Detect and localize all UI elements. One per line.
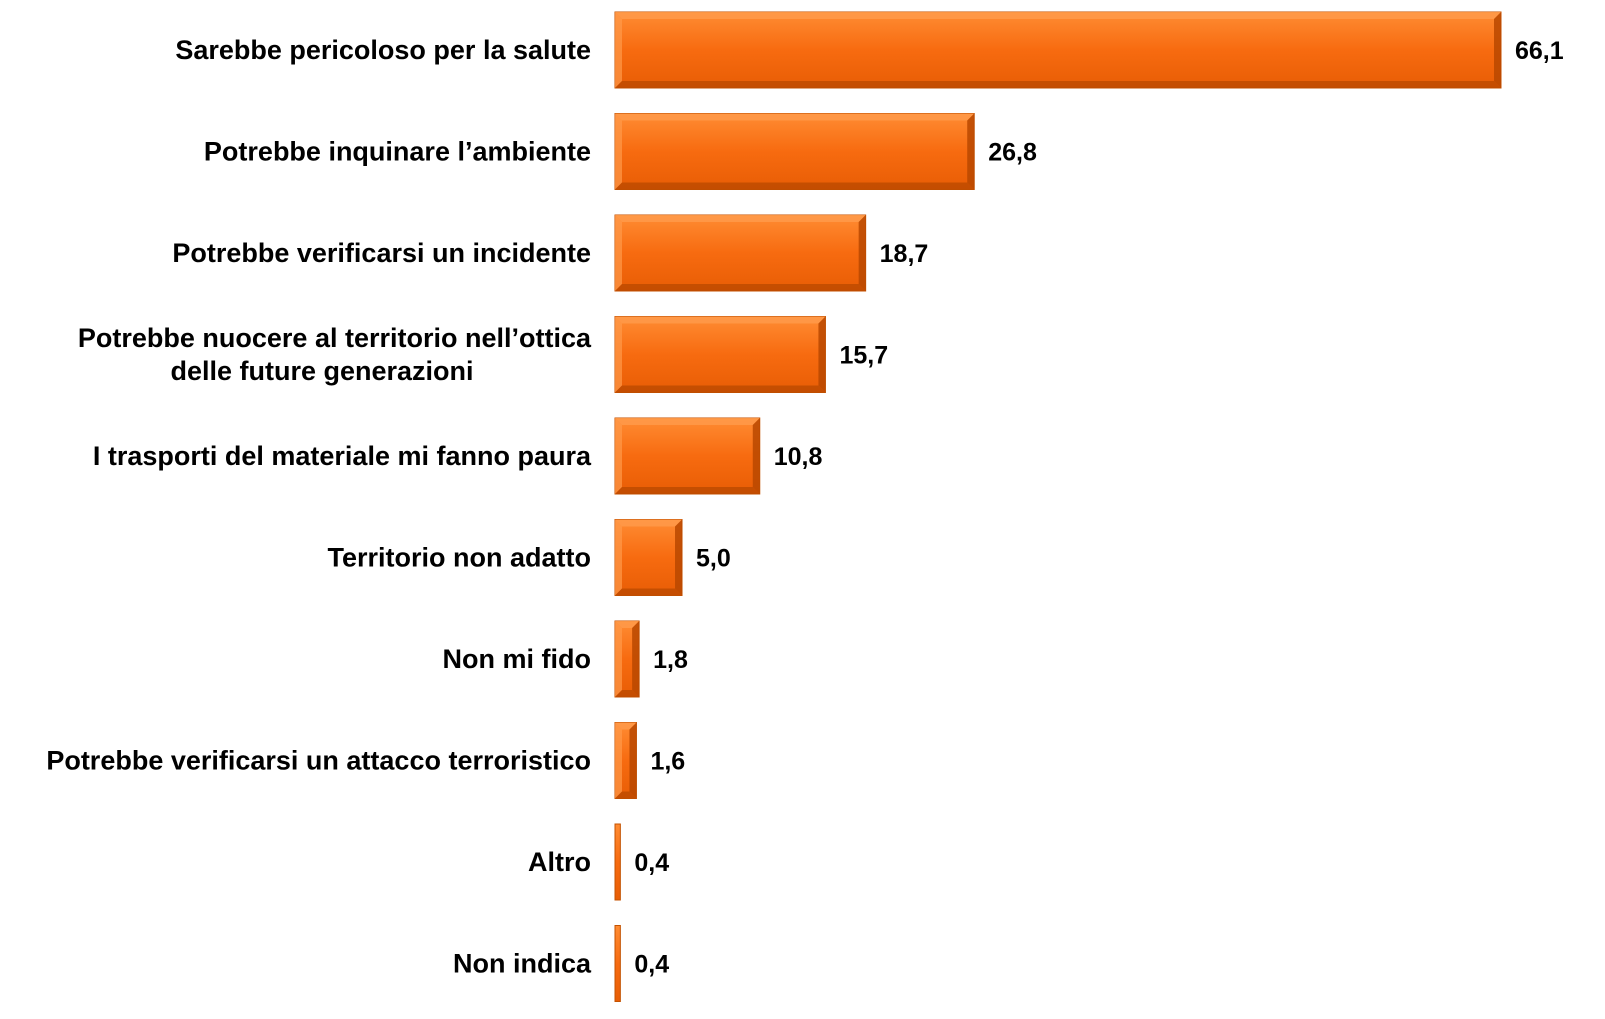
- bar-bevel-right: [1494, 12, 1501, 88]
- bar-bevel-left: [615, 418, 622, 494]
- bar-bevel-left: [615, 621, 622, 697]
- bar-bevel-right: [858, 215, 866, 291]
- bar-bevel-bottom: [615, 487, 760, 494]
- category-label: delle future generazioni: [170, 356, 473, 386]
- bar-bevel-top: [615, 316, 826, 324]
- bar-bevel-left: [615, 519, 622, 596]
- category-label: Potrebbe verificarsi un incidente: [172, 238, 591, 268]
- bar-bevel-left: [615, 215, 622, 291]
- value-labels: 66,1 26,8 18,7 15,7 10,8 5,0 1,8 1,6 0,4 0,4: [634, 37, 1563, 979]
- bar-bevel-right: [818, 316, 826, 393]
- bar: [614, 113, 975, 190]
- bar-bevel-top: [615, 621, 640, 628]
- bar: [614, 417, 761, 495]
- value-label: 0,4: [634, 849, 669, 877]
- category-label: Sarebbe pericoloso per la salute: [175, 35, 591, 65]
- bar-bevel-bottom: [615, 791, 637, 799]
- value-label: 15,7: [839, 342, 888, 370]
- bar-bevel-bottom: [615, 588, 683, 596]
- value-label: 10,8: [774, 443, 823, 471]
- value-label: 1,6: [650, 748, 685, 776]
- category-label: Potrebbe inquinare l’ambiente: [204, 137, 591, 167]
- category-label: Territorio non adatto: [328, 543, 592, 573]
- bar-body: [614, 11, 1502, 89]
- bar: [614, 11, 1502, 89]
- value-label: 5,0: [696, 545, 731, 573]
- bar-bevel-top: [615, 12, 1501, 19]
- bar: [614, 823, 621, 901]
- bar: [614, 722, 637, 799]
- bar-bevel-bottom: [615, 182, 975, 190]
- category-label: Potrebbe nuocere al territorio nell’otti…: [78, 323, 592, 353]
- category-label: Non indica: [453, 949, 592, 979]
- category-label: I trasporti del materiale mi fanno paura: [93, 441, 592, 471]
- bar-body: [614, 113, 975, 190]
- bar: [614, 214, 867, 292]
- bar-bevel-left: [615, 316, 622, 393]
- value-label: 66,1: [1515, 37, 1564, 65]
- bar-bevel-top: [615, 215, 866, 222]
- value-label: 26,8: [988, 139, 1037, 167]
- bar-bevel-right: [632, 621, 640, 697]
- bar: [614, 519, 683, 596]
- bar-bevel-top: [615, 418, 760, 425]
- bar-bevel-top: [615, 519, 683, 527]
- bars: [614, 11, 1502, 1002]
- bar-bevel-left: [615, 12, 622, 88]
- value-label: 1,8: [653, 646, 688, 674]
- bar-body: [614, 925, 621, 1002]
- bar: [614, 316, 826, 393]
- bar-bevel-right: [967, 113, 975, 190]
- bar-body: [614, 519, 683, 596]
- bar-body: [614, 316, 826, 393]
- bar-bevel-top: [615, 113, 975, 121]
- bar-bevel-right: [675, 519, 683, 596]
- bar-body: [614, 823, 621, 901]
- bar-bevel-bottom: [615, 690, 640, 697]
- bar-bevel-left: [615, 113, 622, 190]
- bar: [614, 925, 621, 1002]
- bar-body: [614, 417, 761, 495]
- bar-body: [614, 214, 867, 292]
- bar-bevel-bottom: [615, 284, 866, 291]
- bar-bevel-right: [752, 418, 760, 494]
- bar-bevel-left: [615, 722, 622, 799]
- bar-bevel-bottom: [615, 81, 1501, 88]
- category-label: Potrebbe verificarsi un attacco terroris…: [46, 746, 591, 776]
- bar-bevel-top: [615, 722, 637, 730]
- bar: [614, 620, 640, 698]
- bar-bevel-right: [629, 722, 637, 799]
- category-label: Non mi fido: [443, 644, 591, 674]
- value-label: 0,4: [634, 951, 669, 979]
- category-label: Altro: [528, 847, 591, 877]
- category-labels: Sarebbe pericoloso per la salute Potrebbe…: [46, 35, 592, 979]
- bar-bevel-bottom: [615, 385, 826, 393]
- value-label: 18,7: [880, 240, 929, 268]
